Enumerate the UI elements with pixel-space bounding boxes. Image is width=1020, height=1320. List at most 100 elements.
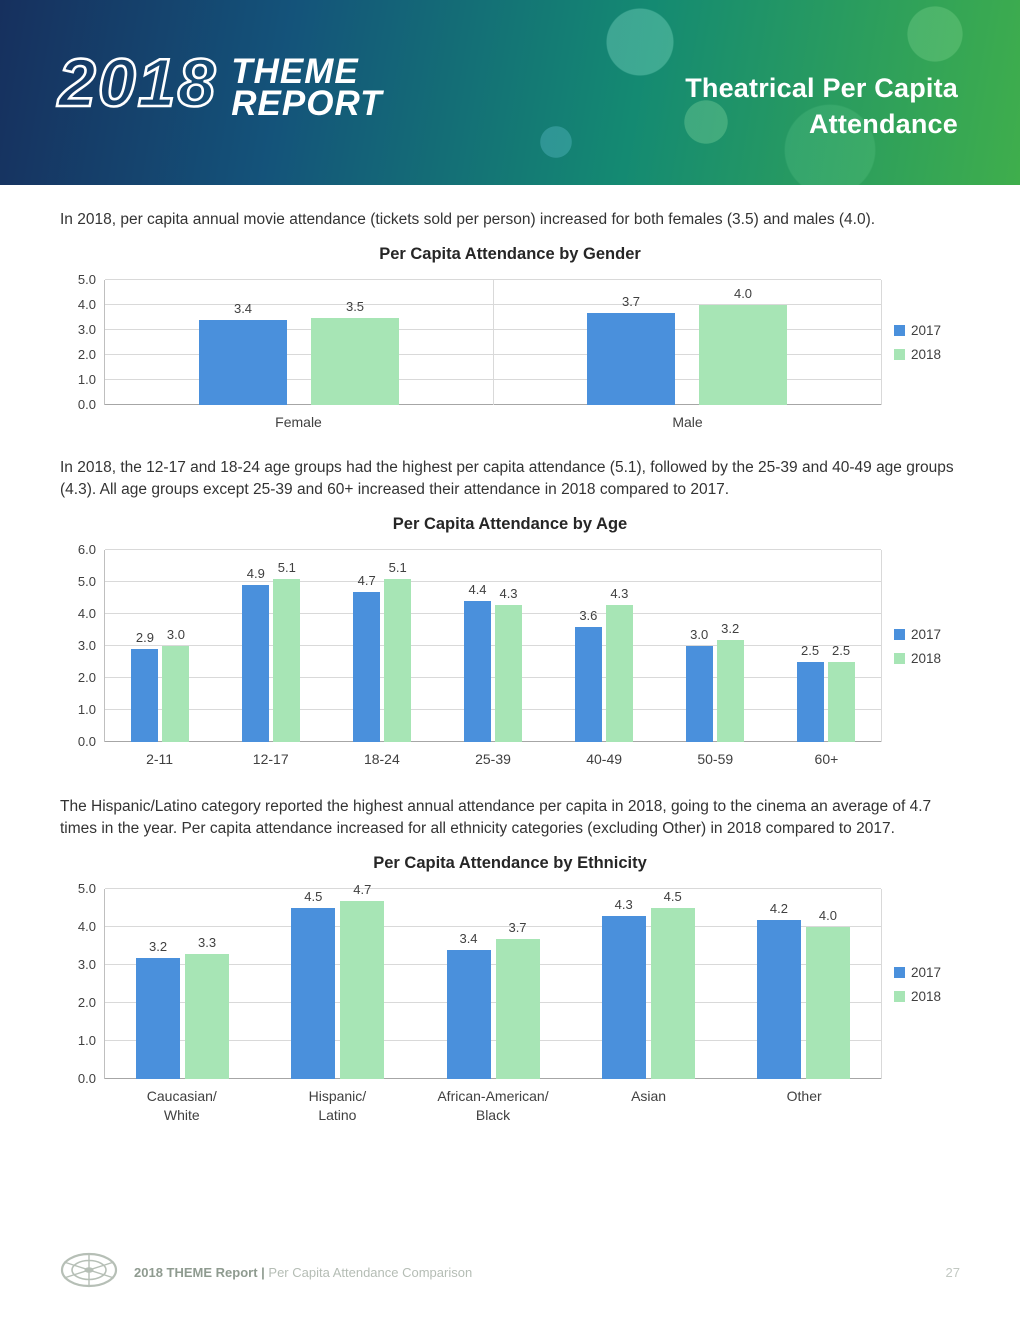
bar-value-label: 2.5 (801, 643, 820, 659)
y-axis-label: 3.0 (77, 638, 96, 654)
bar-group: 4.2 4.0 (726, 889, 881, 1080)
bar-value-label: 4.7 (357, 572, 376, 588)
bar-2018: 4.5 (650, 889, 695, 1080)
y-axis: 0.0 1.0 2.0 3.0 4.0 5.0 6.0 (60, 543, 104, 748)
bar-groups: 3.4 3.5 3.7 4.0 (105, 280, 881, 405)
x-axis-line (105, 1078, 881, 1080)
x-axis-label: Caucasian/ White (146, 1088, 217, 1123)
legend-item-2017: 2017 (894, 323, 960, 338)
bar-value-label: 5.1 (277, 560, 296, 575)
bar-group: 4.5 4.7 (260, 882, 415, 1080)
gridline (105, 581, 881, 583)
y-axis-label: 0.0 (77, 734, 96, 750)
y-axis-label: 5.0 (77, 272, 96, 287)
y-axis-label: 4.0 (77, 606, 96, 622)
bar-2018: 4.3 (495, 586, 522, 743)
bar-2017: 4.4 (464, 582, 491, 743)
x-axis-labels: 2-11 12-17 18-24 25-39 40-49 50-59 60+ (104, 750, 882, 768)
bar-value-label: 3.7 (621, 293, 641, 309)
bar-group: 3.4 3.5 (105, 280, 493, 405)
x-axis-label: Asian (631, 1088, 667, 1105)
y-axis-label: 2.0 (77, 670, 96, 686)
x-axis-labels: Caucasian/ White Hispanic/ Latino African-… (104, 1087, 882, 1123)
bar-value-label: 3.6 (579, 608, 598, 623)
legend: 2017 2018 (882, 550, 960, 742)
gridline (105, 1040, 881, 1042)
brand-year: 2018 (57, 45, 218, 121)
legend-label: 2018 (911, 347, 942, 362)
legend-swatch-2018 (894, 652, 905, 664)
y-axis-label: 2.0 (77, 347, 96, 362)
bar-value-label: 3.4 (233, 301, 253, 316)
gridline (105, 677, 881, 679)
bar-2018: 3.7 (495, 920, 540, 1080)
intro-paragraph-age: In 2018, the 12-17 and 18-24 age groups … (60, 459, 954, 499)
legend: 2017 2018 (882, 280, 960, 405)
footer-section-label: Per Capita Attendance Comparison (268, 1264, 473, 1280)
bar-2018: 4.7 (340, 882, 385, 1080)
bar-value-label: 5.1 (388, 560, 407, 575)
legend-label: 2018 (911, 988, 942, 1004)
chart-age-body: 0.0 1.0 2.0 3.0 4.0 5.0 6.0 2.9 3.0 4.9 5.1 4.7 5.1 4… (60, 543, 960, 768)
y-axis-label: 5.0 (77, 881, 96, 897)
bar-2017: 3.2 (136, 939, 181, 1080)
bar-group: 3.4 3.7 (415, 889, 570, 1080)
legend-item-2018: 2018 (894, 347, 960, 362)
x-axis-label: 12-17 (252, 751, 289, 768)
bar-2018: 3.3 (185, 935, 230, 1080)
chart-age-title: Per Capita Attendance by Age (392, 515, 628, 534)
bar-value-label: 3.3 (198, 934, 217, 950)
brand-report: REPORT (231, 84, 383, 124)
bar-2017: 2.9 (131, 630, 159, 743)
x-axis-label: Male (672, 414, 703, 430)
gridline (105, 613, 881, 615)
bar-group: 3.0 3.2 (659, 550, 770, 743)
x-axis-label: African-American/ Black (437, 1088, 549, 1123)
plot-area: 3.2 3.3 4.5 4.7 3.4 3.7 4.3 4.5 4.2 4.0 (104, 882, 882, 1080)
bar-2018: 4.0 (805, 908, 850, 1080)
bar-value-label: 4.0 (818, 908, 837, 924)
bar-2018: 5.1 (384, 560, 412, 743)
chart-ethnicity-title: Per Capita Attendance by Ethnicity (373, 854, 647, 873)
legend-label: 2017 (911, 964, 942, 980)
bar-2017: 3.0 (685, 627, 713, 743)
bar-2017: 4.5 (291, 889, 336, 1080)
bar-value-label: 3.2 (721, 620, 740, 636)
bar-2018: 3.0 (162, 627, 190, 743)
page-title-line2: Attendance (808, 109, 958, 140)
x-axis-label: 18-24 (363, 751, 400, 768)
legend: 2017 2018 (882, 889, 960, 1079)
x-axis-line (105, 741, 881, 743)
chart-ethnicity-body: 0.0 1.0 2.0 3.0 4.0 5.0 3.2 3.3 4.5 4.7 3.4 3.7 4.3 4… (60, 882, 960, 1123)
gridline (105, 964, 881, 966)
bar-value-label: 4.3 (614, 896, 633, 912)
chart-row: 0.0 1.0 2.0 3.0 4.0 5.0 3.4 3.5 3.7 4.0 Female Male… (60, 273, 960, 431)
y-axis-label: 4.0 (77, 297, 96, 312)
bar-2018: 3.2 (716, 621, 744, 743)
bar-2017: 3.4 (446, 931, 491, 1080)
bar-value-label: 4.4 (468, 582, 487, 598)
legend-label: 2017 (911, 626, 942, 642)
bar-2017: 2.5 (796, 643, 824, 743)
bar-value-label: 4.3 (499, 585, 518, 601)
bar-group: 4.7 5.1 (327, 550, 438, 743)
legend-item-2018: 2018 (894, 651, 960, 666)
y-axis-label: 0.0 (77, 397, 96, 412)
bar-2018: 2.5 (827, 643, 855, 743)
plot-area: 2.9 3.0 4.9 5.1 4.7 5.1 4.4 4.3 3.6 4.3 3.0 3.2 2.5 2… (104, 549, 882, 743)
legend-swatch-2018 (894, 990, 905, 1002)
legend-label: 2017 (911, 323, 942, 338)
bar-value-label: 4.5 (304, 889, 323, 905)
gridline (105, 549, 881, 551)
bar-value-label: 3.4 (459, 931, 478, 947)
x-axis-labels: Female Male (104, 413, 882, 431)
chart-row: 0.0 1.0 2.0 3.0 4.0 5.0 6.0 2.9 3.0 4.9 5.1 4.7 5.1 4… (60, 543, 960, 768)
legend-swatch-2017 (894, 628, 905, 640)
legend-swatch-2018 (894, 349, 905, 360)
theme-reel-logo-icon (60, 1252, 118, 1293)
chart-ethnicity: Per Capita Attendance by Ethnicity 0.0 1.… (60, 854, 960, 1123)
bar-group: 4.9 5.1 (216, 550, 327, 743)
report-brand: 2018 THEME REPORT (57, 45, 383, 124)
x-axis-label: Hispanic/ Latino (308, 1088, 367, 1123)
